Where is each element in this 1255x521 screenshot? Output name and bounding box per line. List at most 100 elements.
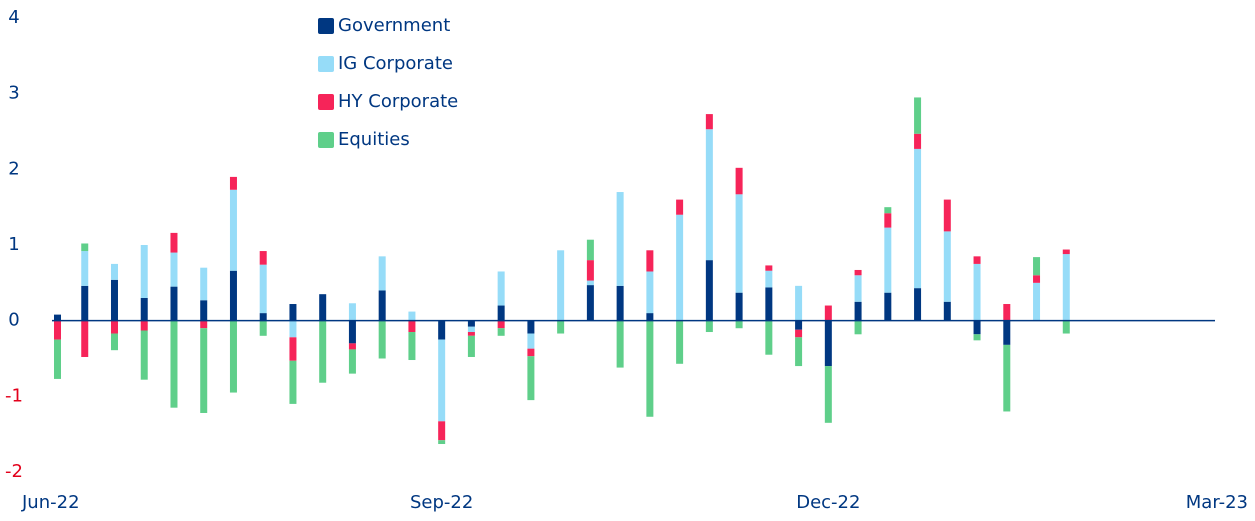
bar-segment	[259, 313, 267, 321]
bar-segment	[348, 349, 356, 374]
bar-segment	[705, 320, 713, 333]
bar-segment	[705, 260, 713, 321]
bar-segment	[616, 192, 624, 286]
legend-label: IG Corporate	[338, 53, 453, 74]
bar-segment	[1033, 257, 1041, 276]
bar-segment	[438, 320, 446, 340]
bar-segment	[497, 271, 505, 306]
legend-swatch	[318, 94, 334, 110]
bar-segment	[795, 329, 803, 338]
bar-segment	[586, 285, 594, 321]
bar-segment	[854, 269, 862, 276]
bar-segment	[259, 251, 267, 265]
bar-segment	[438, 421, 446, 441]
bar-segment	[54, 339, 61, 379]
legend-swatch	[318, 18, 334, 34]
bar-segment	[646, 250, 654, 272]
bar-segment	[795, 337, 803, 367]
bar-segment	[319, 320, 327, 383]
bar-segment	[765, 320, 773, 355]
bar-segment	[110, 263, 118, 280]
y-tick-label: 2	[8, 158, 19, 179]
bar-segment	[200, 300, 208, 321]
bar-segment	[735, 194, 743, 293]
bar-segment	[289, 360, 297, 404]
bar-segment	[884, 227, 892, 293]
bar-segment	[943, 301, 951, 321]
y-tick-label: 1	[8, 234, 19, 255]
bar-segment	[943, 199, 951, 232]
bar-segment	[319, 294, 327, 321]
bar-segment	[616, 320, 624, 368]
x-tick-label: Sep-22	[410, 492, 473, 513]
legend-swatch	[318, 132, 334, 148]
bar-segment	[884, 207, 892, 214]
bar-segment	[229, 189, 237, 271]
bar-segment	[497, 328, 505, 336]
bar-segment	[170, 252, 178, 287]
bar-segment	[497, 305, 505, 321]
bar-segment	[824, 320, 832, 367]
bar-segment	[854, 275, 862, 302]
bar-segment	[914, 288, 922, 321]
bar-segment	[259, 320, 267, 336]
bar-segment	[54, 320, 61, 340]
x-tick-label: Dec-22	[796, 492, 860, 513]
bar-segment	[943, 231, 951, 302]
bar-segment	[229, 270, 237, 321]
bar-segment	[765, 265, 773, 271]
legend-label: HY Corporate	[338, 91, 458, 112]
bar-segment	[735, 167, 743, 195]
bar-segment	[824, 305, 832, 321]
bar-segment	[646, 313, 654, 321]
bar-segment	[586, 260, 594, 281]
bar-segment	[973, 256, 981, 264]
bar-segment	[81, 251, 89, 286]
bar-segment	[497, 320, 505, 329]
bar-segment	[676, 199, 684, 215]
bar-segment	[795, 320, 803, 330]
y-tick-label: 3	[8, 83, 19, 104]
bar-segment	[676, 214, 684, 321]
bar-segment	[914, 133, 922, 149]
bar-segment	[1003, 304, 1011, 321]
bar-segment	[259, 264, 267, 314]
bar-segment	[200, 267, 208, 301]
legend-label: Government	[338, 15, 450, 36]
bar-segment	[110, 320, 118, 334]
bar-segment	[110, 333, 118, 351]
bar-segment	[765, 287, 773, 321]
y-tick-label: -2	[5, 461, 23, 482]
bar-segment	[616, 285, 624, 321]
bar-segment	[586, 280, 594, 286]
bar-segment	[229, 176, 237, 190]
bar-segment	[557, 320, 565, 334]
bar-segment	[646, 271, 654, 314]
bar-segment	[527, 333, 535, 349]
bar-segment	[884, 292, 892, 321]
bar-segment	[973, 263, 981, 321]
bar-segment	[467, 326, 475, 333]
bar-segment	[527, 348, 535, 357]
bar-segment	[705, 129, 713, 261]
y-tick-label: -1	[5, 385, 23, 406]
bar-segment	[973, 334, 981, 341]
bar-segment	[170, 320, 178, 408]
bar-segment	[229, 320, 237, 393]
bar-segment	[854, 320, 862, 335]
bar-segment	[765, 270, 773, 288]
legend-swatch	[318, 56, 334, 72]
bar-segment	[1062, 254, 1070, 321]
bar-segment	[676, 320, 684, 364]
bar-segment	[438, 440, 446, 445]
bar-segment	[289, 304, 297, 321]
bar-segment	[348, 343, 356, 350]
bar-segment	[467, 320, 475, 327]
bar-segment	[527, 356, 535, 401]
bar-segment	[824, 366, 832, 423]
bar-segment	[884, 213, 892, 228]
bar-segment	[81, 285, 89, 321]
bar-segment	[348, 303, 356, 321]
bar-segment	[200, 320, 208, 329]
bar-segment	[646, 320, 654, 417]
